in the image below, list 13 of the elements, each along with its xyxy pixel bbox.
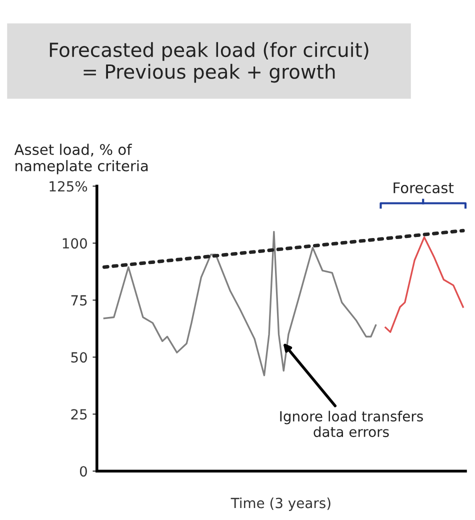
annotation: Ignore load transfers data errors (280, 410, 423, 438)
chart-title: Forecasted peak load (for circuit) = Previous peak + growth (50, 42, 368, 83)
annotation: Forecast (394, 182, 454, 194)
y-tick-label: 125% (50, 181, 88, 192)
y-tick-label: 100 (62, 238, 87, 249)
y-tick-label: 75 (71, 295, 87, 306)
y-tick-label: 0 (80, 466, 87, 477)
line-series (103, 230, 377, 376)
y-tick-label: 25 (71, 409, 87, 420)
x-axis-title: Time (3 years) (230, 498, 330, 511)
y-tick-label: 50 (71, 352, 87, 363)
y-axis-title: Asset load, % of nameplate criteria (14, 144, 148, 174)
line-series (384, 236, 464, 333)
